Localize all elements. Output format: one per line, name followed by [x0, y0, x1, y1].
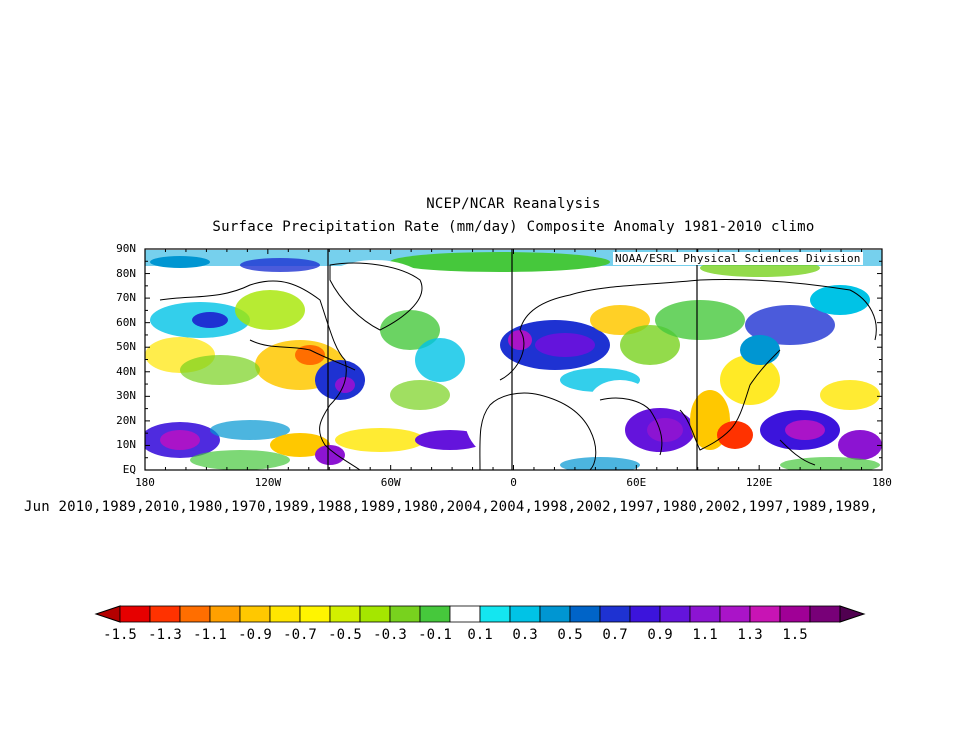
lat-label: 10N: [116, 438, 136, 452]
colorbar-swatch: [119, 605, 151, 623]
lon-label: 120E: [745, 476, 773, 489]
colorbar-swatch: [419, 605, 451, 623]
colorbar-label: 1.3: [737, 627, 763, 643]
lat-label: 50N: [116, 340, 136, 354]
colorbar-swatch: [659, 605, 691, 623]
lon-label: 60E: [626, 476, 647, 489]
colorbar-label: 0.7: [602, 627, 628, 643]
colorbar-label: 1.5: [782, 627, 808, 643]
lat-label: 80N: [116, 266, 136, 280]
colorbar-swatch: [299, 605, 331, 623]
colorbar-label: 0.3: [512, 627, 538, 643]
lon-label: 120W: [254, 476, 282, 489]
colorbar-swatch: [359, 605, 391, 623]
colorbar-swatch: [509, 605, 541, 623]
lat-label: 30N: [116, 389, 136, 403]
colorbar-label: 1.1: [692, 627, 718, 643]
colorbar-swatch: [179, 605, 211, 623]
colorbar-swatch: [329, 605, 361, 623]
colorbar-swatch: [689, 605, 721, 623]
colorbar-swatch: [209, 605, 241, 623]
colorbar-low-arrow: [94, 605, 121, 623]
lon-label: 60W: [380, 476, 401, 489]
lon-label: 180: [135, 476, 155, 489]
colorbar-swatch: [449, 605, 481, 623]
colorbar-label: -1.1: [193, 627, 227, 643]
colorbar-swatch: [629, 605, 661, 623]
colorbar-swatch: [269, 605, 301, 623]
lon-label: 0: [510, 476, 517, 489]
colorbar-label: -0.1: [418, 627, 452, 643]
colorbar-label: -1.5: [103, 627, 137, 643]
colorbar-swatch: [239, 605, 271, 623]
colorbar-high-arrow: [839, 605, 866, 623]
anomaly-field: [145, 249, 882, 470]
colorbar-label: -0.9: [238, 627, 272, 643]
colorbar-swatch: [719, 605, 751, 623]
credit-label: NOAA/ESRL Physical Sciences Division: [613, 252, 863, 265]
lat-label: EQ: [122, 463, 136, 476]
colorbar-label: -0.7: [283, 627, 317, 643]
colorbar-swatch: [389, 605, 421, 623]
colorbar-label: -1.3: [148, 627, 182, 643]
composite-years-label: Jun 2010,1989,2010,1980,1970,1989,1988,1…: [24, 499, 879, 515]
colorbar: [94, 605, 866, 623]
colorbar-swatch: [599, 605, 631, 623]
lat-label: 40N: [116, 364, 136, 378]
lat-label: 70N: [116, 291, 136, 305]
colorbar-label: 0.5: [557, 627, 583, 643]
colorbar-swatch: [149, 605, 181, 623]
colorbar-swatch: [479, 605, 511, 623]
colorbar-label: 0.1: [467, 627, 493, 643]
colorbar-swatch: [749, 605, 781, 623]
lat-label: 20N: [116, 413, 136, 427]
meridian-lines: [327, 249, 698, 470]
colorbar-swatch: [809, 605, 841, 623]
coastlines: [159, 262, 877, 470]
axis-ticks: [144, 248, 883, 471]
chart-title: NCEP/NCAR Reanalysis: [426, 196, 601, 212]
colorbar-swatch: [569, 605, 601, 623]
lat-label: 90N: [116, 242, 136, 255]
colorbar-label: 0.9: [647, 627, 673, 643]
lat-label: 60N: [116, 315, 136, 329]
colorbar-label: -0.3: [373, 627, 407, 643]
colorbar-swatch: [539, 605, 571, 623]
colorbar-label: -0.5: [328, 627, 362, 643]
lon-label: 180: [872, 476, 892, 489]
chart-subtitle: Surface Precipitation Rate (mm/day) Comp…: [212, 219, 815, 235]
colorbar-swatch: [779, 605, 811, 623]
